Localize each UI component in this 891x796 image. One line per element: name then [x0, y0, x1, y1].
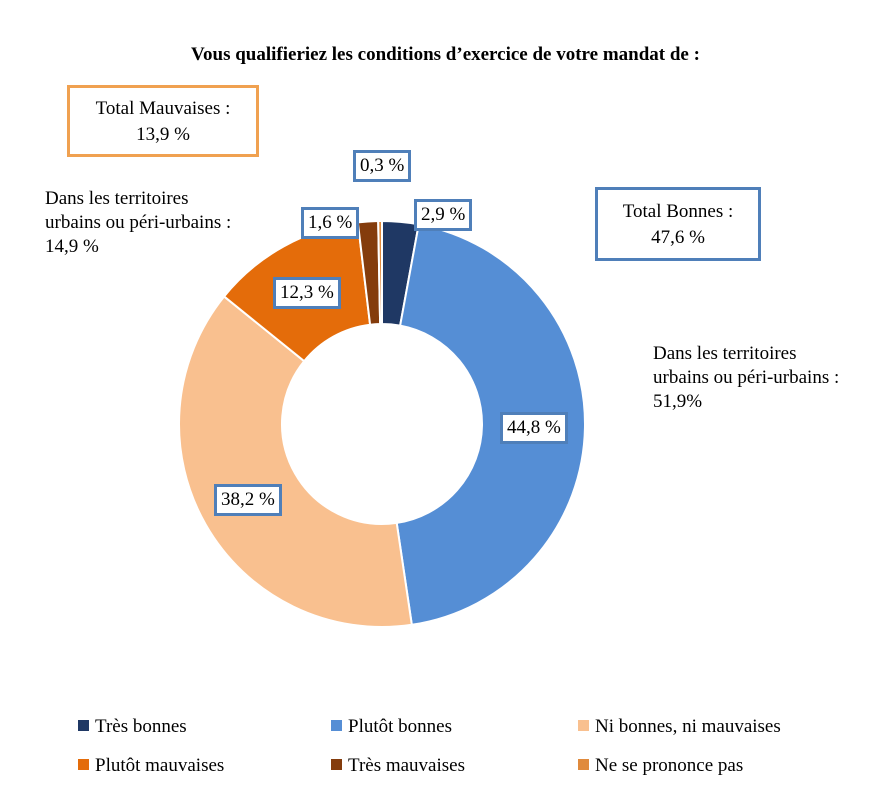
data-label-tres-bonnes: 2,9 %	[414, 199, 473, 231]
legend-label: Plutôt bonnes	[348, 716, 452, 737]
urbains-mauvaises-note: Dans les territoires urbains ou péri-urb…	[45, 188, 232, 257]
slice-ne-se-prononce-pas	[377, 219, 383, 326]
legend-swatch	[331, 720, 342, 731]
data-label-plutot-bonnes: 44,8 %	[500, 412, 568, 444]
legend-item-tres-bonnes: Très bonnes	[78, 715, 187, 739]
legend-item-plutot-bonnes: Plutôt bonnes	[331, 715, 452, 739]
legend-label: Ni bonnes, ni mauvaises	[595, 716, 781, 737]
total-bonnes-box: Total Bonnes : 47,6 %	[595, 187, 761, 261]
legend-swatch	[78, 759, 89, 770]
data-label-ni-bonnes-ni-mauvaises: 38,2 %	[214, 484, 282, 516]
urbains-bonnes-note: Dans les territoires urbains ou péri-urb…	[653, 343, 840, 412]
legend-swatch	[78, 720, 89, 731]
legend-item-tres-mauvaises: Très mauvaises	[331, 754, 465, 778]
legend-item-ne-se-prononce-pas: Ne se prononce pas	[578, 754, 743, 778]
legend-label: Très bonnes	[95, 716, 187, 737]
legend-label: Ne se prononce pas	[595, 755, 744, 776]
data-label-plutot-mauvaises: 12,3 %	[273, 277, 341, 309]
legend-swatch	[331, 759, 342, 770]
legend-label: Plutôt mauvaises	[95, 755, 225, 776]
data-label-tres-mauvaises: 1,6 %	[301, 207, 360, 239]
slice-plutot-bonnes	[395, 223, 586, 626]
legend-item-plutot-mauvaises: Plutôt mauvaises	[78, 754, 224, 778]
data-label-ne-se-prononce-pas: 0,3 %	[353, 150, 412, 182]
total-mauvaises-box: Total Mauvaises : 13,9 %	[67, 85, 259, 157]
legend-swatch	[578, 720, 589, 731]
slice-ni-bonnes-ni-mauvaises	[178, 295, 413, 628]
legend-label: Très mauvaises	[348, 755, 465, 776]
legend-item-ni-bonnes-ni-mauvaises: Ni bonnes, ni mauvaises	[578, 715, 781, 739]
legend-swatch	[578, 759, 589, 770]
chart-title: Vous qualifieriez les conditions d’exerc…	[191, 44, 700, 65]
